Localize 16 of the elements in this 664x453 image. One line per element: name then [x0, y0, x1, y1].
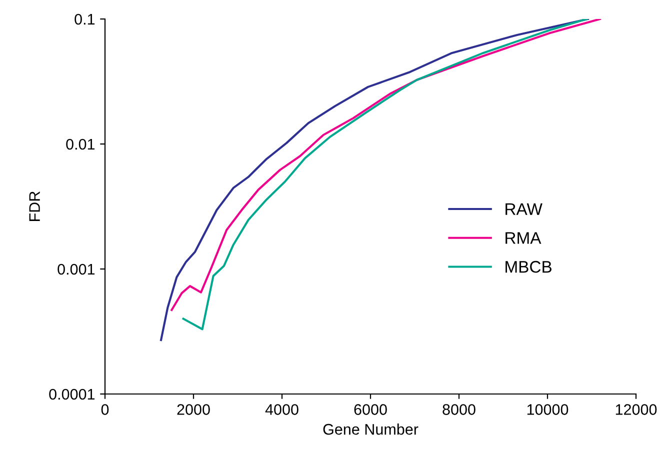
x-axis-title: Gene Number — [323, 424, 418, 435]
x-tick-label: 10000 — [527, 404, 568, 415]
y-tick-label: 0.1 — [74, 14, 95, 25]
y-tick-label: 0.001 — [58, 264, 95, 275]
legend-label: RAW — [506, 203, 542, 215]
legend-label: MBCB — [506, 260, 552, 273]
x-tick-label: 4000 — [265, 404, 298, 415]
x-tick-label: 8000 — [442, 404, 476, 415]
legend-label: RMA — [506, 232, 542, 244]
x-tick-label: 6000 — [354, 404, 387, 415]
y-axis-title: FDR — [29, 192, 40, 221]
y-tick-label: 0.01 — [66, 138, 95, 150]
y-tick-label: 0.0001 — [49, 388, 95, 400]
x-tick-label: 0 — [101, 404, 109, 415]
x-tick-label: 12000 — [616, 404, 657, 415]
x-tick-label: 2000 — [177, 404, 210, 415]
